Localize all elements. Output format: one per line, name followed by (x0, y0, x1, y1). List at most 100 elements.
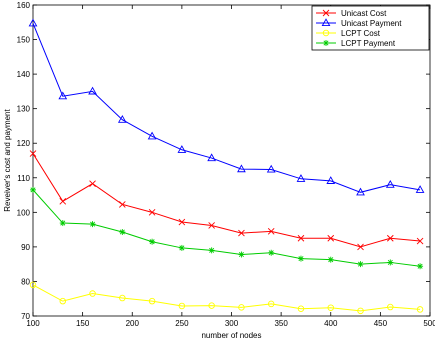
legend-label: LCPT Cost (341, 29, 381, 38)
x-tick-label: 500 (423, 319, 435, 328)
data-point (119, 201, 126, 208)
data-point (59, 297, 67, 305)
data-point (327, 234, 335, 242)
data-point (59, 197, 67, 205)
data-point (119, 229, 126, 236)
series-line (32, 189, 421, 267)
y-tick-label: 100 (17, 208, 31, 217)
data-point (297, 255, 304, 262)
data-point (89, 290, 96, 297)
legend-label: LCPT Payment (341, 39, 396, 48)
y-tick-label: 90 (21, 243, 30, 252)
data-point (326, 176, 336, 184)
data-point (208, 302, 215, 309)
y-tick-label: 160 (17, 1, 31, 10)
legend-entry: LCPT Cost (316, 29, 381, 38)
data-point (387, 303, 394, 311)
data-point (327, 304, 335, 311)
series-group (28, 18, 425, 315)
data-point (88, 86, 97, 95)
data-point (385, 179, 395, 188)
series-line (32, 284, 421, 312)
series-line (32, 153, 421, 248)
legend-entry: Unicast Payment (316, 18, 402, 28)
legend-label: Unicast Cost (341, 9, 387, 18)
data-point (58, 91, 68, 100)
data-point (148, 209, 156, 216)
x-tick-label: 100 (26, 319, 40, 328)
data-point (386, 234, 394, 242)
series (30, 186, 424, 270)
data-point (59, 220, 66, 227)
data-point (416, 237, 424, 245)
data-point (178, 218, 186, 226)
x-tick-label: 400 (324, 319, 338, 328)
x-tick-label: 300 (225, 319, 239, 328)
data-point (238, 229, 245, 237)
x-tick-label: 250 (175, 319, 189, 328)
data-point (238, 251, 245, 258)
data-point (178, 302, 186, 310)
data-point (322, 9, 330, 17)
data-point (327, 256, 334, 263)
y-tick-label: 80 (21, 277, 30, 286)
data-point (207, 153, 217, 162)
data-point (323, 40, 329, 46)
data-point (296, 174, 306, 182)
x-axis-title: number of nodes (201, 331, 261, 340)
series (29, 150, 424, 251)
data-point (148, 297, 156, 305)
x-tick-label: 450 (374, 319, 388, 328)
data-point (356, 187, 365, 196)
series (29, 281, 424, 315)
data-point (417, 263, 424, 270)
y-tick-label: 70 (21, 312, 30, 321)
data-point (357, 261, 364, 268)
data-point (29, 281, 37, 289)
axis-ticks: 100 150 200 250 300 350 400 450 500 70 80 90 100 110 1… (17, 1, 435, 328)
y-tick-label: 150 (17, 36, 31, 45)
data-point (416, 306, 424, 313)
data-point (357, 307, 364, 315)
data-point (415, 185, 425, 193)
y-axis-title: Reveiver's cost and payment (3, 108, 12, 211)
data-point (29, 150, 37, 157)
data-point (117, 115, 127, 123)
data-point (267, 300, 275, 308)
data-point (147, 131, 157, 140)
y-tick-label: 130 (17, 105, 31, 114)
plot-area (32, 4, 431, 317)
data-point (238, 304, 245, 311)
legend-label: Unicast Payment (341, 19, 402, 28)
data-point (268, 249, 275, 256)
data-point (149, 238, 156, 245)
x-tick-label: 200 (126, 319, 140, 328)
legend-entry: Unicast Cost (316, 9, 387, 18)
series-line (32, 23, 421, 193)
data-point (321, 18, 331, 27)
data-point (357, 243, 364, 251)
data-point (208, 247, 215, 254)
data-point (297, 234, 305, 242)
data-point (266, 164, 276, 173)
data-point (177, 145, 187, 153)
x-tick-label: 150 (76, 319, 90, 328)
legend-entry: LCPT Payment (316, 39, 396, 48)
y-tick-label: 140 (17, 70, 31, 79)
data-point (119, 294, 126, 302)
data-point (208, 222, 215, 229)
data-point (30, 186, 36, 193)
data-point (89, 180, 96, 187)
y-tick-label: 120 (17, 139, 31, 148)
x-tick-label: 350 (274, 319, 288, 328)
data-point (297, 305, 305, 312)
data-point (322, 29, 330, 37)
data-point (267, 228, 275, 235)
data-point (89, 221, 96, 228)
data-point (237, 164, 246, 173)
y-tick-label: 110 (17, 174, 30, 183)
data-point (387, 259, 394, 266)
data-point (178, 244, 185, 251)
